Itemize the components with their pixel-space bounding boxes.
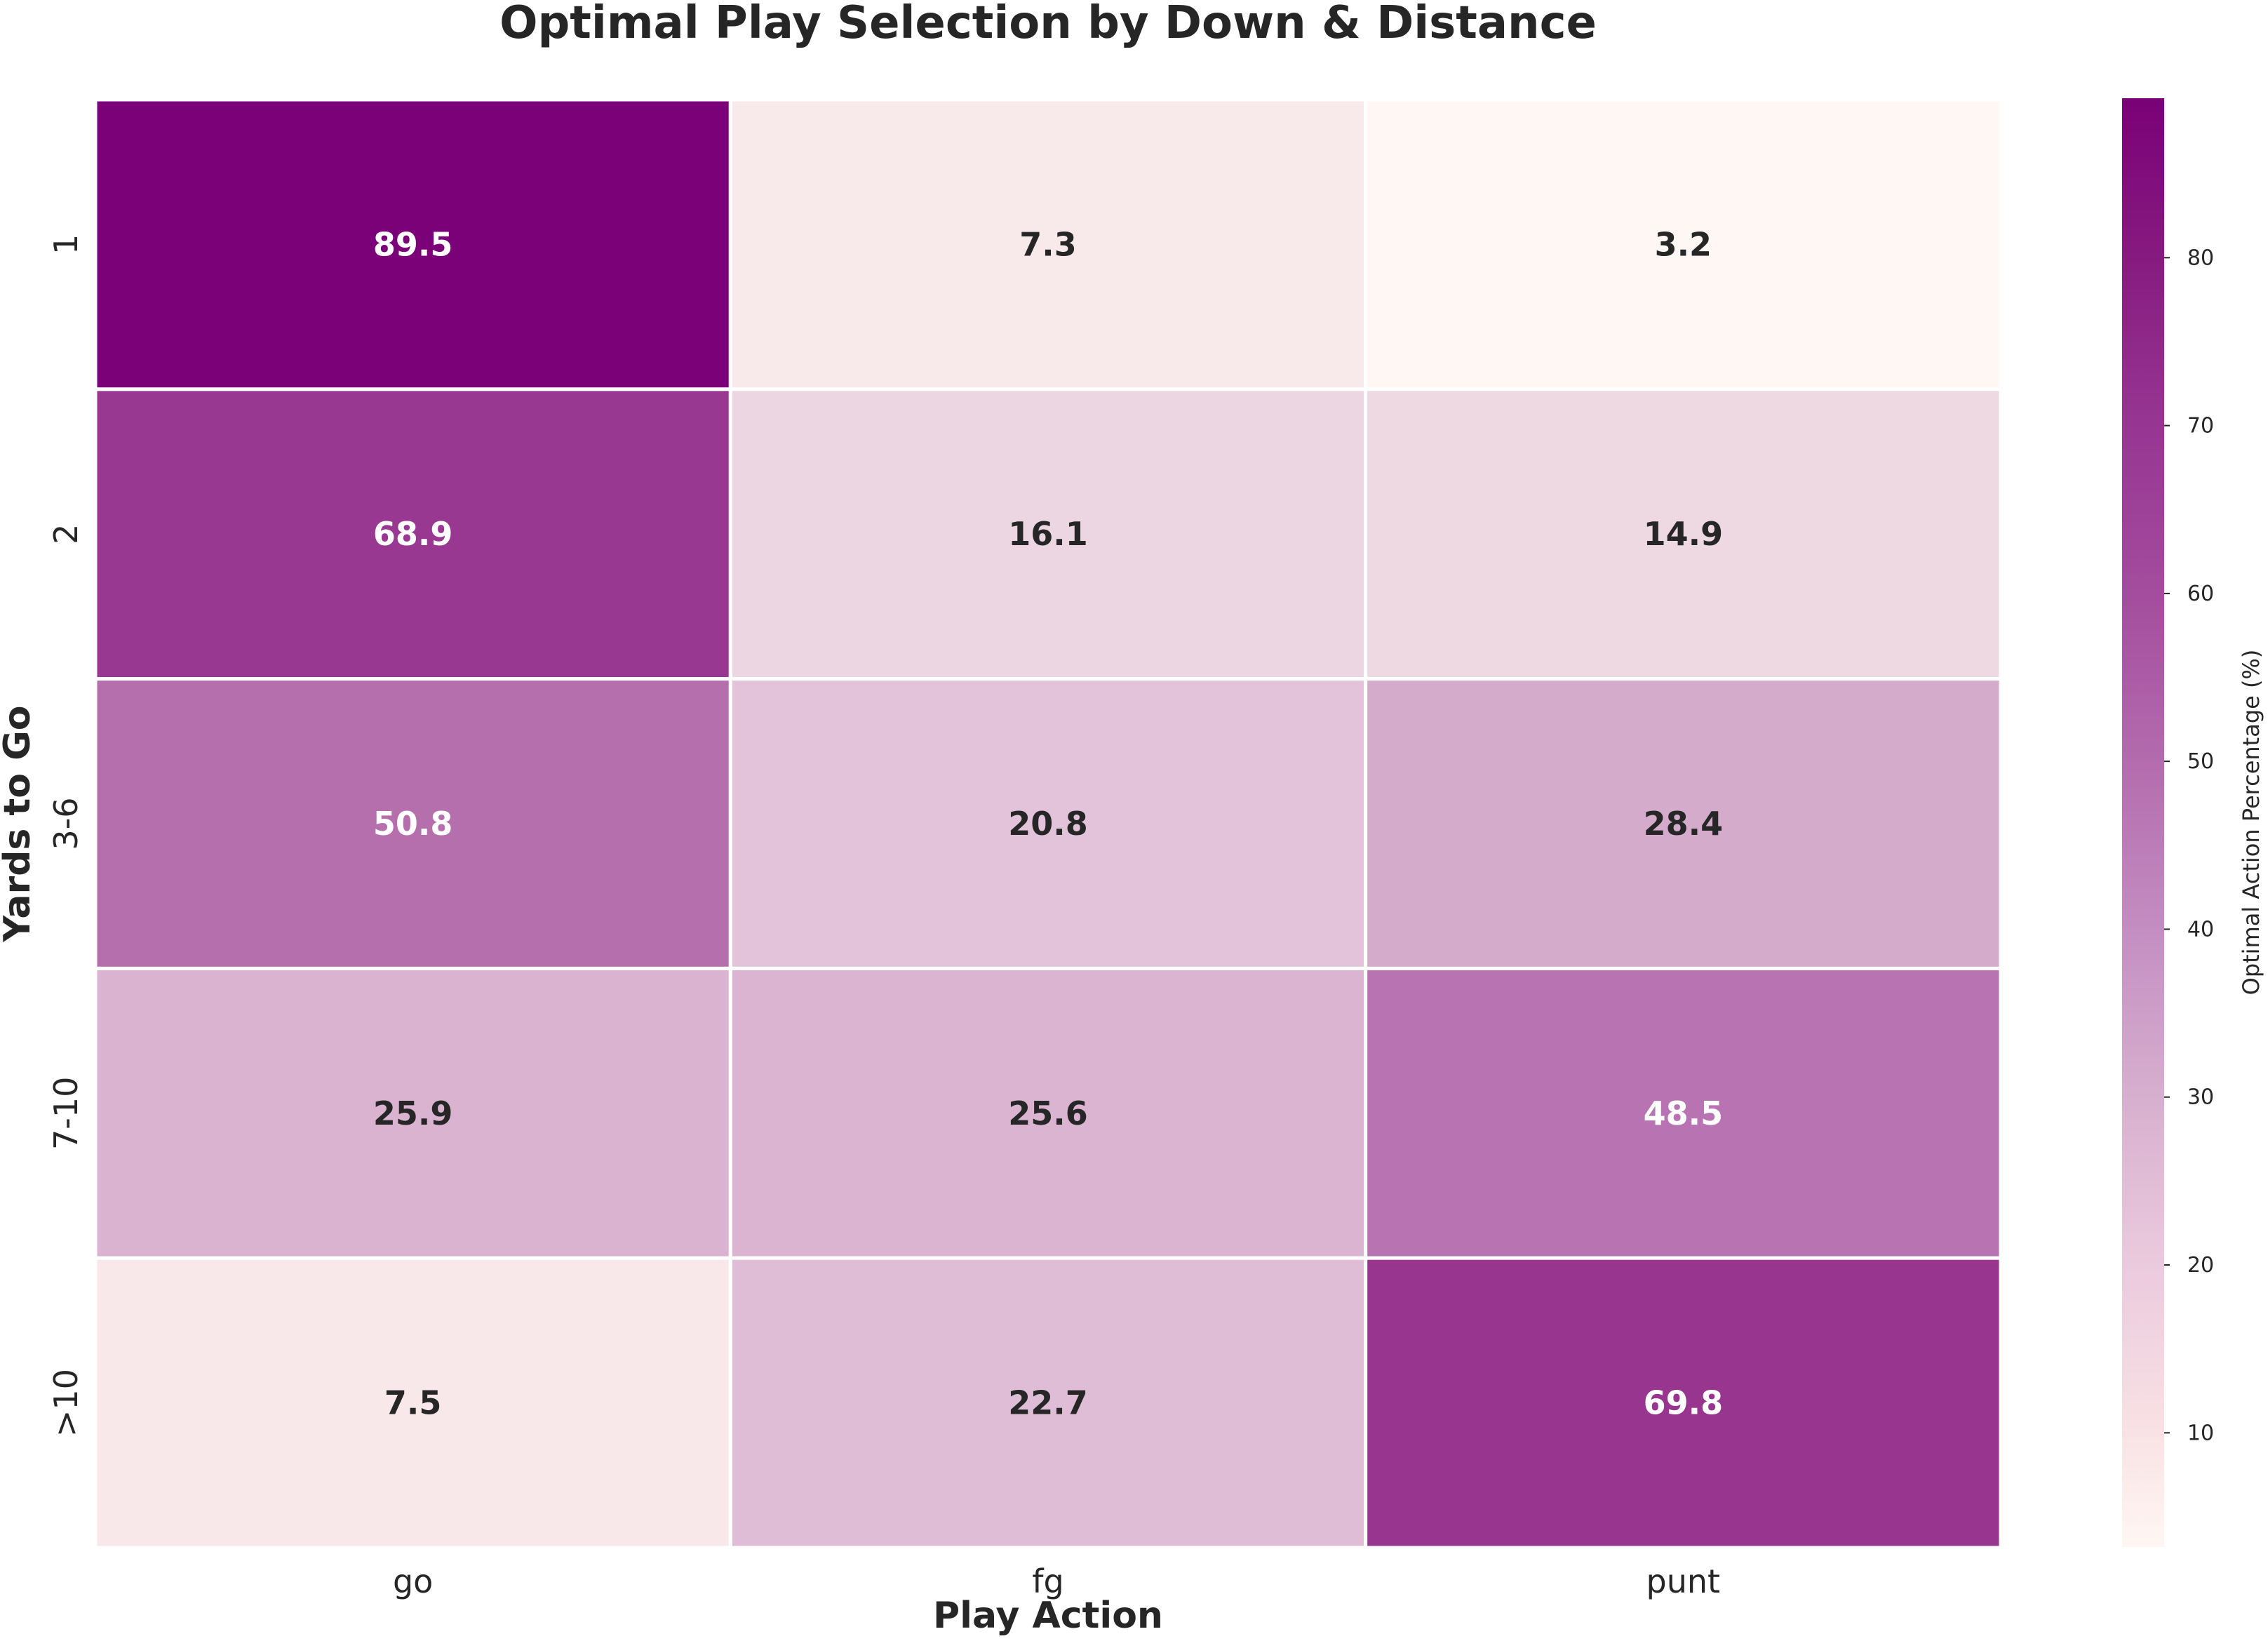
cell-value-label: 14.9 bbox=[1644, 515, 1724, 553]
x-tick-label: go bbox=[393, 1562, 433, 1600]
colorbar-tick-label: 20 bbox=[2187, 1253, 2214, 1278]
x-tick-label: punt bbox=[1646, 1562, 1721, 1600]
y-tick-labels: 1 2 3-6 7-10 >10 bbox=[47, 234, 85, 1437]
colorbar-tick-label: 60 bbox=[2187, 582, 2214, 606]
cell-value-label: 25.9 bbox=[373, 1094, 453, 1132]
cell-value-label: 22.7 bbox=[1008, 1384, 1088, 1422]
cell-value-label: 48.5 bbox=[1644, 1094, 1724, 1132]
cell-value-label: 7.5 bbox=[384, 1384, 442, 1422]
y-axis-label: Yards to Go bbox=[0, 706, 39, 943]
heatmap-cell bbox=[93, 966, 732, 1260]
chart-title: Optimal Play Selection by Down & Distanc… bbox=[499, 0, 1597, 49]
colorbar-ticks: 10 20 30 40 50 60 70 80 bbox=[2164, 246, 2214, 1445]
colorbar-tick-label: 30 bbox=[2187, 1085, 2214, 1110]
x-tick-label: fg bbox=[1032, 1562, 1063, 1600]
colorbar-tick-label: 50 bbox=[2187, 749, 2214, 774]
colorbar bbox=[2122, 98, 2164, 1547]
cell-value-label: 89.5 bbox=[373, 225, 453, 263]
heatmap-cell bbox=[1364, 1256, 2003, 1550]
colorbar-label: Optimal Action Percentage (%) bbox=[2238, 650, 2264, 996]
cell-value-label: 20.8 bbox=[1008, 805, 1088, 843]
colorbar-tick-label: 10 bbox=[2187, 1421, 2214, 1445]
colorbar-tick-label: 40 bbox=[2187, 917, 2214, 942]
cell-value-label: 50.8 bbox=[373, 805, 453, 843]
y-tick-label: 3-6 bbox=[47, 797, 85, 850]
y-tick-label: 1 bbox=[47, 234, 85, 255]
heatmap-cell bbox=[728, 1256, 1368, 1550]
heatmap-cell bbox=[1364, 387, 2003, 681]
heatmap-cell bbox=[728, 387, 1368, 681]
heatmap-cell bbox=[728, 677, 1368, 970]
x-tick-labels: go fg punt bbox=[393, 1562, 1720, 1600]
cell-value-label: 3.2 bbox=[1655, 225, 1712, 263]
cell-value-label: 68.9 bbox=[373, 515, 453, 553]
heatmap-cell bbox=[93, 98, 732, 391]
y-tick-label: 7-10 bbox=[47, 1077, 85, 1150]
cell-value-label: 28.4 bbox=[1644, 805, 1724, 843]
y-tick-label: >10 bbox=[47, 1369, 85, 1437]
heatmap-cell bbox=[93, 1256, 732, 1550]
colorbar-tick-label: 70 bbox=[2187, 414, 2214, 438]
heatmap-cell bbox=[1364, 98, 2003, 391]
cell-value-label: 25.6 bbox=[1008, 1094, 1088, 1132]
heatmap-cells bbox=[93, 98, 2003, 1550]
heatmap-cell bbox=[1364, 966, 2003, 1260]
heatmap-cell-labels: 89.5 7.3 3.2 68.9 16.1 14.9 50.8 20.8 28.4 25.9 25… bbox=[373, 225, 1723, 1421]
x-axis-label: Play Action bbox=[933, 1595, 1163, 1637]
colorbar-tick-label: 80 bbox=[2187, 246, 2214, 270]
cell-value-label: 16.1 bbox=[1008, 515, 1088, 553]
y-tick-label: 2 bbox=[47, 524, 85, 544]
cell-value-label: 69.8 bbox=[1644, 1384, 1724, 1422]
cell-value-label: 7.3 bbox=[1019, 225, 1077, 263]
heatmap-cell bbox=[728, 98, 1368, 391]
heatmap-cell bbox=[93, 387, 732, 681]
